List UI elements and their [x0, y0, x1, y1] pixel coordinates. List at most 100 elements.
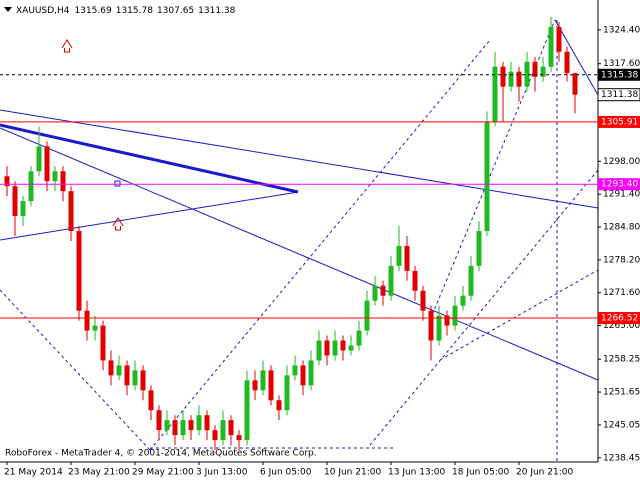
candle-body — [348, 345, 354, 351]
y-tick-label: 1324.40 — [603, 25, 640, 35]
candle-body — [460, 295, 466, 306]
candle-body — [468, 265, 474, 296]
candle-body — [436, 315, 442, 341]
candle-body — [164, 420, 170, 431]
level-label: 1266.52 — [601, 314, 638, 324]
candle-body — [4, 176, 10, 187]
candle-body — [380, 285, 386, 296]
y-tick-label: 1317.60 — [603, 59, 640, 69]
candle-body — [332, 340, 338, 356]
header-low: 1307.65 — [157, 6, 194, 16]
candle-body — [324, 340, 330, 356]
x-tick-label: 13 Jun 13:00 — [388, 468, 445, 478]
level-label-box — [598, 312, 640, 325]
x-tick-label: 21 May 2014 — [4, 468, 63, 478]
candle-body — [420, 290, 426, 311]
candle-body — [116, 365, 122, 376]
candle-body — [484, 121, 490, 231]
candle-body — [260, 370, 266, 391]
candle-body — [540, 66, 546, 77]
candle-body — [148, 390, 154, 411]
header-open: 1315.69 — [75, 6, 112, 16]
candle-body — [140, 370, 146, 391]
candle-body — [356, 330, 362, 346]
level-label: 1315.38 — [601, 70, 638, 80]
candle-body — [428, 310, 434, 341]
candle-body — [372, 285, 378, 301]
candle-body — [316, 340, 322, 361]
candle-body — [404, 245, 410, 271]
candle-body — [308, 360, 314, 386]
price-label: 1311.38 — [601, 90, 638, 100]
candle-body — [268, 370, 274, 401]
x-tick-label: 3 Jun 13:00 — [196, 468, 248, 478]
x-tick-label: 10 Jun 21:00 — [324, 468, 381, 478]
footer: RoboForex - MetaTrader 4, © 2001-2014, M… — [5, 449, 317, 459]
level-label-box — [598, 178, 640, 191]
y-tick-label: 1265.00 — [603, 321, 640, 331]
trendlines — [0, 19, 599, 462]
y-tick-label: 1245.05 — [603, 420, 640, 430]
candle-body — [292, 365, 298, 376]
candle-body — [124, 365, 130, 386]
candle-body — [36, 146, 42, 172]
candle-body — [180, 420, 186, 436]
candle-body — [500, 66, 506, 87]
candle-body — [452, 305, 458, 326]
candle-body — [412, 270, 418, 291]
candle-body — [388, 265, 394, 296]
candle-body — [244, 380, 250, 441]
candle-body — [340, 340, 346, 351]
candle-body — [572, 73, 578, 95]
symbol: XAUUSD,H4 — [16, 6, 70, 16]
y-tick-label: 1291.40 — [603, 190, 640, 200]
candle-body — [532, 61, 538, 77]
candle-body — [556, 26, 562, 52]
header: XAUUSD,H4 1315.69 1315.78 1307.65 1311.38 — [16, 6, 236, 16]
candle-body — [548, 26, 554, 67]
candle-body — [196, 415, 202, 431]
y-tick-label: 1298.00 — [603, 157, 640, 167]
candle-body — [84, 310, 90, 331]
candle-body — [12, 186, 18, 217]
candle-body — [524, 61, 530, 87]
candle-body — [108, 360, 114, 376]
candle-body — [156, 410, 162, 431]
candle-body — [76, 231, 82, 311]
header-icon — [4, 7, 12, 12]
candle-body — [300, 365, 306, 386]
y-tick-label: 1271.60 — [603, 288, 640, 298]
x-tick-label: 23 May 21:00 — [68, 468, 130, 478]
level-label: 1293.40 — [601, 180, 638, 190]
candle-body — [132, 370, 138, 386]
level-label-box — [598, 68, 640, 81]
candle-body — [68, 191, 74, 231]
candle-body — [364, 300, 370, 331]
y-tick-label: 1251.65 — [603, 388, 640, 398]
candle-body — [444, 315, 450, 326]
level-label-box — [598, 115, 640, 128]
candle-body — [188, 420, 194, 431]
candle-body — [252, 380, 258, 391]
y-tick-label: 1238.45 — [603, 453, 640, 463]
header-close: 1311.38 — [198, 6, 235, 16]
x-tick-label: 29 May 21:00 — [132, 468, 194, 478]
candle-body — [52, 171, 58, 182]
candle-body — [396, 245, 402, 266]
candle-body — [204, 415, 210, 431]
level-label: 1305.91 — [601, 117, 638, 127]
candle-body — [236, 435, 242, 441]
candle-body — [100, 325, 106, 361]
candle-body — [28, 171, 34, 202]
y-tick-label: 1278.20 — [603, 255, 640, 265]
candle-body — [172, 420, 178, 436]
candle-body — [20, 201, 26, 217]
candle-body — [564, 51, 570, 74]
price-label-box — [597, 88, 640, 102]
candle-body — [220, 420, 226, 441]
candle-body — [516, 71, 522, 87]
candle-body — [508, 71, 514, 87]
y-tick-label: 1284.80 — [603, 223, 640, 233]
